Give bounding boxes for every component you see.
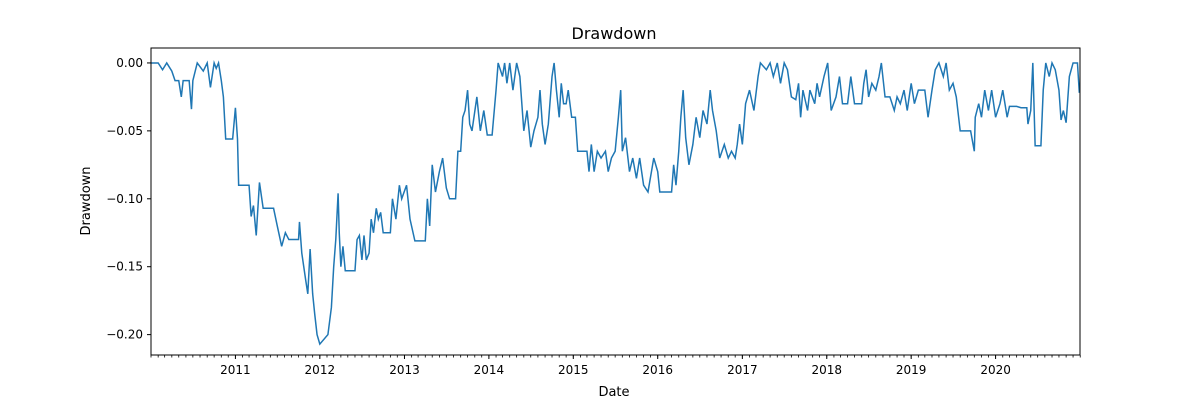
x-axis-label: Date xyxy=(598,385,629,400)
x-tick-label: 2019 xyxy=(896,363,927,377)
y-tick-label: 0.00 xyxy=(116,56,143,70)
drawdown-series-line xyxy=(151,60,1081,346)
x-tick-label: 2015 xyxy=(558,363,589,377)
x-tick-label: 2014 xyxy=(474,363,505,377)
y-tick-label: −0.10 xyxy=(106,192,143,206)
y-axis: 0.00 −0.05 −0.10 −0.15 −0.20 xyxy=(106,56,151,342)
y-tick-label: −0.20 xyxy=(106,328,143,342)
x-tick-label: 2020 xyxy=(980,363,1011,377)
y-axis-label: Drawdown xyxy=(79,166,94,235)
x-tick-label: 2011 xyxy=(220,363,251,377)
x-tick-label: 2016 xyxy=(642,363,673,377)
x-tick-label: 2013 xyxy=(389,363,420,377)
x-tick-label: 2017 xyxy=(727,363,758,377)
x-tick-label: 2018 xyxy=(811,363,842,377)
y-tick-label: −0.05 xyxy=(106,124,143,138)
x-tick-label: 2012 xyxy=(305,363,336,377)
chart-title: Drawdown xyxy=(572,24,657,43)
x-axis: 2011 2012 2013 2014 2015 2016 2017 2018 2019 2020 xyxy=(150,355,1081,377)
y-tick-label: −0.15 xyxy=(106,260,143,274)
